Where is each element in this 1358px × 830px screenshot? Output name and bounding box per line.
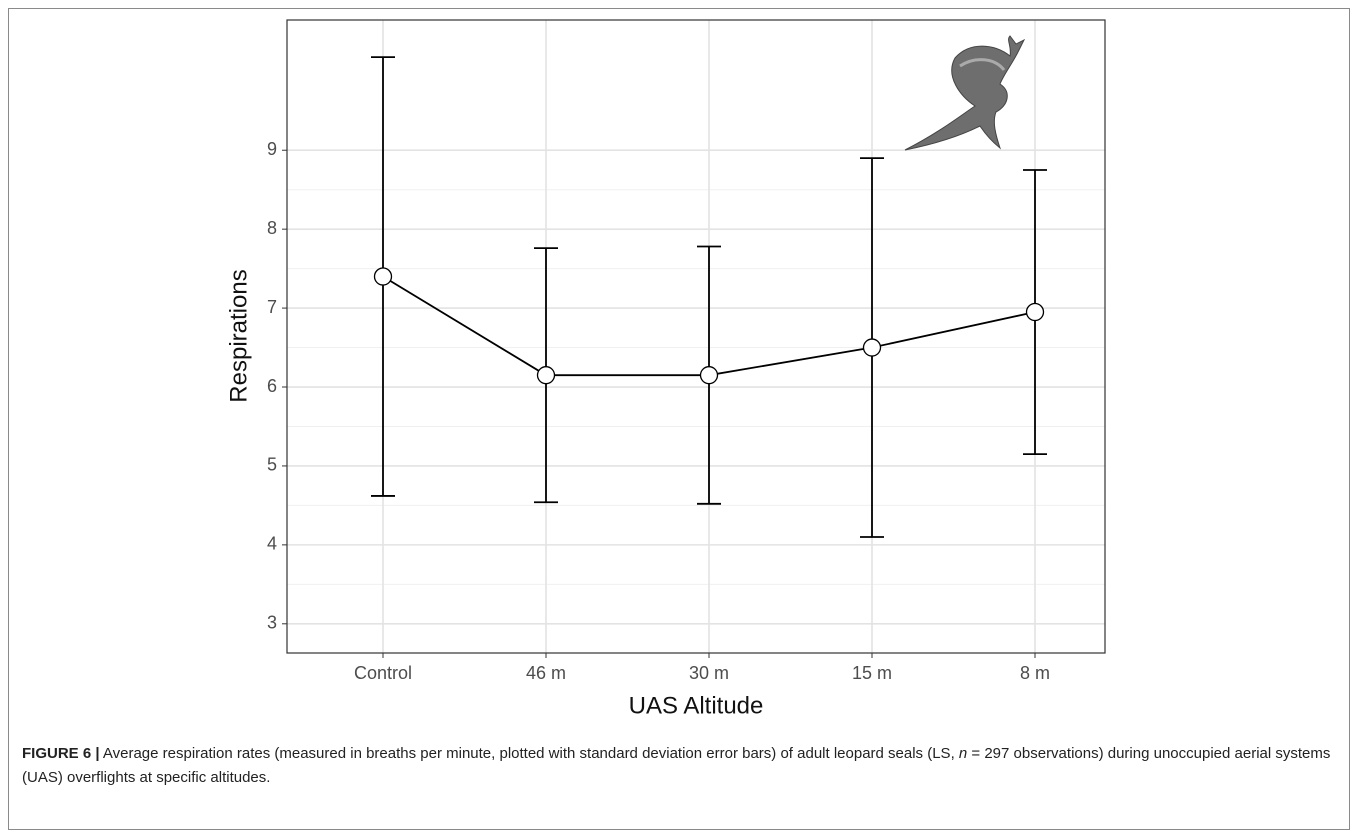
point xyxy=(538,367,555,384)
y-tick-label: 8 xyxy=(267,218,277,238)
caption-italic: n xyxy=(959,745,967,762)
point xyxy=(1027,304,1044,321)
y-tick-label: 5 xyxy=(267,455,277,475)
x-tick-label: 30 m xyxy=(689,663,729,683)
y-tick-label: 9 xyxy=(267,139,277,159)
caption-label: FIGURE 6 | xyxy=(22,745,100,762)
x-tick-label: 46 m xyxy=(526,663,566,683)
point xyxy=(864,339,881,356)
y-tick-label: 4 xyxy=(267,534,277,554)
x-tick-label: 15 m xyxy=(852,663,892,683)
point xyxy=(375,268,392,285)
y-tick-label: 7 xyxy=(267,297,277,317)
chart: UAS Altitude Respirations 3 4 5 6 7 8 9 Control… xyxy=(0,0,1358,740)
caption: FIGURE 6 | Average respiration rates (me… xyxy=(22,742,1337,790)
y-axis-title: Respirations xyxy=(225,269,252,402)
x-axis-title: UAS Altitude xyxy=(629,692,764,719)
x-tick-label: 8 m xyxy=(1020,663,1050,683)
y-tick-label: 3 xyxy=(267,613,277,633)
x-tick-label: Control xyxy=(354,663,412,683)
y-tick-label: 6 xyxy=(267,376,277,396)
caption-text: Average respiration rates (measured in b… xyxy=(103,745,959,762)
page: UAS Altitude Respirations 3 4 5 6 7 8 9 Control… xyxy=(0,0,1358,814)
point xyxy=(701,367,718,384)
